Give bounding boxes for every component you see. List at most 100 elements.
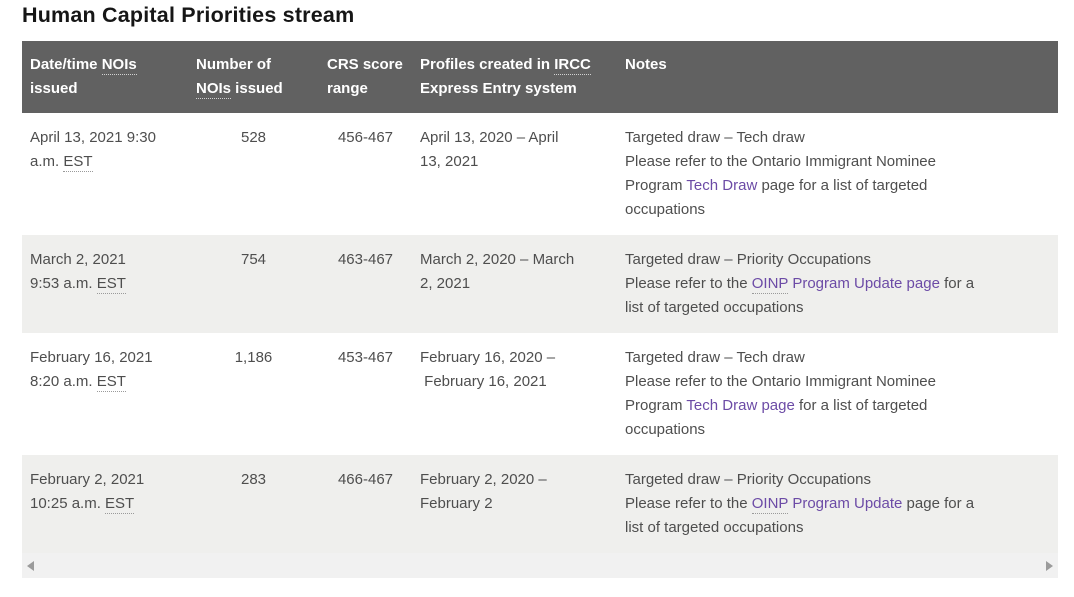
text-segment: Targeted draw – Tech draw	[625, 129, 805, 146]
cell-number: 754	[188, 235, 319, 333]
text-segment: February 16, 2020 –	[420, 349, 556, 366]
text-segment: 2, 2021	[420, 275, 471, 292]
text-segment: April 13, 2020 – April	[420, 129, 559, 146]
table-header-row: Date/time NOIs issued Number of NOIs issued…	[22, 41, 1058, 113]
text-segment: March 2, 2021	[30, 251, 126, 268]
text-segment: 453-467	[337, 349, 394, 366]
cell-date: February 2, 2021 10:25 a.m. EST	[22, 455, 188, 553]
cell-profiles: February 16, 2020 – February 16, 2021	[412, 333, 617, 455]
text-segment: Date/time	[30, 56, 102, 73]
text-segment: Number of	[196, 56, 271, 73]
text-segment: February 2	[420, 495, 493, 512]
text-segment: list of targeted occupations	[625, 299, 804, 316]
text-segment: Please refer to the Ontario Immigrant No…	[625, 373, 936, 390]
text-segment: issued	[30, 80, 78, 97]
text-segment: for a	[939, 275, 975, 292]
text-segment: Please refer to the Ontario Immigrant No…	[625, 153, 936, 170]
cell-date: April 13, 2021 9:30 a.m. EST	[22, 113, 188, 235]
text-segment: February 16, 2021	[30, 349, 153, 366]
page: Human Capital Priorities stream Date/tim…	[22, 3, 1058, 578]
note-link[interactable]: Program Update page	[788, 275, 940, 292]
table-row: February 16, 2021 8:20 a.m. EST 1,186 453-4…	[22, 333, 1058, 455]
note-link[interactable]: OINP	[751, 495, 789, 514]
scroll-right-arrow-icon[interactable]	[1046, 560, 1053, 571]
abbr-term: EST	[96, 275, 126, 294]
column-header-date: Date/time NOIs issued	[22, 41, 188, 113]
text-segment: Please refer to the	[625, 275, 752, 292]
cell-notes: Targeted draw – Tech draw Please refer to…	[617, 333, 1058, 455]
abbr-term: EST	[63, 153, 93, 172]
text-segment: Targeted draw – Tech draw	[625, 349, 805, 366]
text-segment: Please refer to the	[625, 495, 752, 512]
text-segment: a.m.	[30, 153, 64, 170]
text-segment: Targeted draw – Priority Occupations	[625, 251, 871, 268]
column-header-crs: CRS score range	[319, 41, 412, 113]
text-segment: page for a	[902, 495, 975, 512]
cell-date: February 16, 2021 8:20 a.m. EST	[22, 333, 188, 455]
cell-profiles: April 13, 2020 – April 13, 2021	[412, 113, 617, 235]
text-segment: Targeted draw – Priority Occupations	[625, 471, 871, 488]
text-segment: Program	[625, 397, 687, 414]
text-segment: March 2, 2020 – March	[420, 251, 575, 268]
cell-crs: 463-467	[319, 235, 412, 333]
text-segment: February 16, 2021	[420, 373, 547, 390]
table-row: March 2, 2021 9:53 a.m. EST 754 463-467 Marc…	[22, 235, 1058, 333]
note-link[interactable]: Tech Draw page	[686, 397, 795, 414]
text-segment: CRS score	[327, 56, 403, 73]
cell-profiles: February 2, 2020 – February 2	[412, 455, 617, 553]
text-segment: Program	[625, 177, 687, 194]
text-segment: occupations	[625, 201, 706, 218]
text-segment: February 2, 2020 –	[420, 471, 547, 488]
noi-draws-table: Date/time NOIs issued Number of NOIs issued…	[22, 41, 1058, 553]
text-segment: 283	[240, 471, 267, 488]
abbr-term: NOIs	[101, 56, 137, 75]
note-link[interactable]: Program Update	[788, 495, 903, 512]
text-segment: Profiles created in	[420, 56, 555, 73]
text-segment: list of targeted occupations	[625, 519, 804, 536]
column-header-profiles: Profiles created in IRCC Express Entry sy…	[412, 41, 617, 113]
text-segment: page for a list of targeted	[757, 177, 928, 194]
note-link[interactable]: Tech Draw	[686, 177, 758, 194]
text-segment: February 2, 2021	[30, 471, 145, 488]
cell-number: 1,186	[188, 333, 319, 455]
cell-number: 283	[188, 455, 319, 553]
cell-notes: Targeted draw – Tech draw Please refer to…	[617, 113, 1058, 235]
cell-notes: Targeted draw – Priority Occupations Plea…	[617, 455, 1058, 553]
text-segment: April 13, 2021 9:30	[30, 129, 156, 146]
text-segment: 13, 2021	[420, 153, 479, 170]
horizontal-scrollbar-track[interactable]	[22, 553, 1058, 578]
cell-crs: 466-467	[319, 455, 412, 553]
text-segment: 463-467	[337, 251, 394, 268]
abbr-term: NOIs	[196, 80, 232, 99]
cell-profiles: March 2, 2020 – March 2, 2021	[412, 235, 617, 333]
abbr-term: EST	[96, 373, 126, 392]
cell-crs: 456-467	[319, 113, 412, 235]
cell-notes: Targeted draw – Priority Occupations Plea…	[617, 235, 1058, 333]
column-header-number: Number of NOIs issued	[188, 41, 319, 113]
cell-date: March 2, 2021 9:53 a.m. EST	[22, 235, 188, 333]
table-row: February 2, 2021 10:25 a.m. EST 283 466-467…	[22, 455, 1058, 553]
text-segment: range	[327, 80, 368, 97]
text-segment: 466-467	[337, 471, 394, 488]
text-segment: for a list of targeted	[794, 397, 928, 414]
cell-number: 528	[188, 113, 319, 235]
text-segment: occupations	[625, 421, 706, 438]
note-link[interactable]: OINP	[751, 275, 789, 294]
abbr-term: EST	[105, 495, 135, 514]
column-header-notes: Notes	[617, 41, 1058, 113]
text-segment: 8:20 a.m.	[30, 373, 97, 390]
text-segment: 1,186	[234, 349, 273, 366]
text-segment: 528	[240, 129, 267, 146]
text-segment: 10:25 a.m.	[30, 495, 106, 512]
text-segment: Notes	[625, 56, 667, 73]
text-segment: 9:53 a.m.	[30, 275, 97, 292]
text-segment: 754	[240, 251, 267, 268]
page-title: Human Capital Priorities stream	[22, 3, 355, 27]
text-segment: issued	[231, 80, 283, 97]
text-segment: Express Entry system	[420, 80, 577, 97]
scroll-left-arrow-icon[interactable]	[27, 560, 34, 571]
table-row: April 13, 2021 9:30 a.m. EST 528 456-467 Apr…	[22, 113, 1058, 235]
text-segment: 456-467	[337, 129, 394, 146]
abbr-term: IRCC	[554, 56, 591, 75]
cell-crs: 453-467	[319, 333, 412, 455]
